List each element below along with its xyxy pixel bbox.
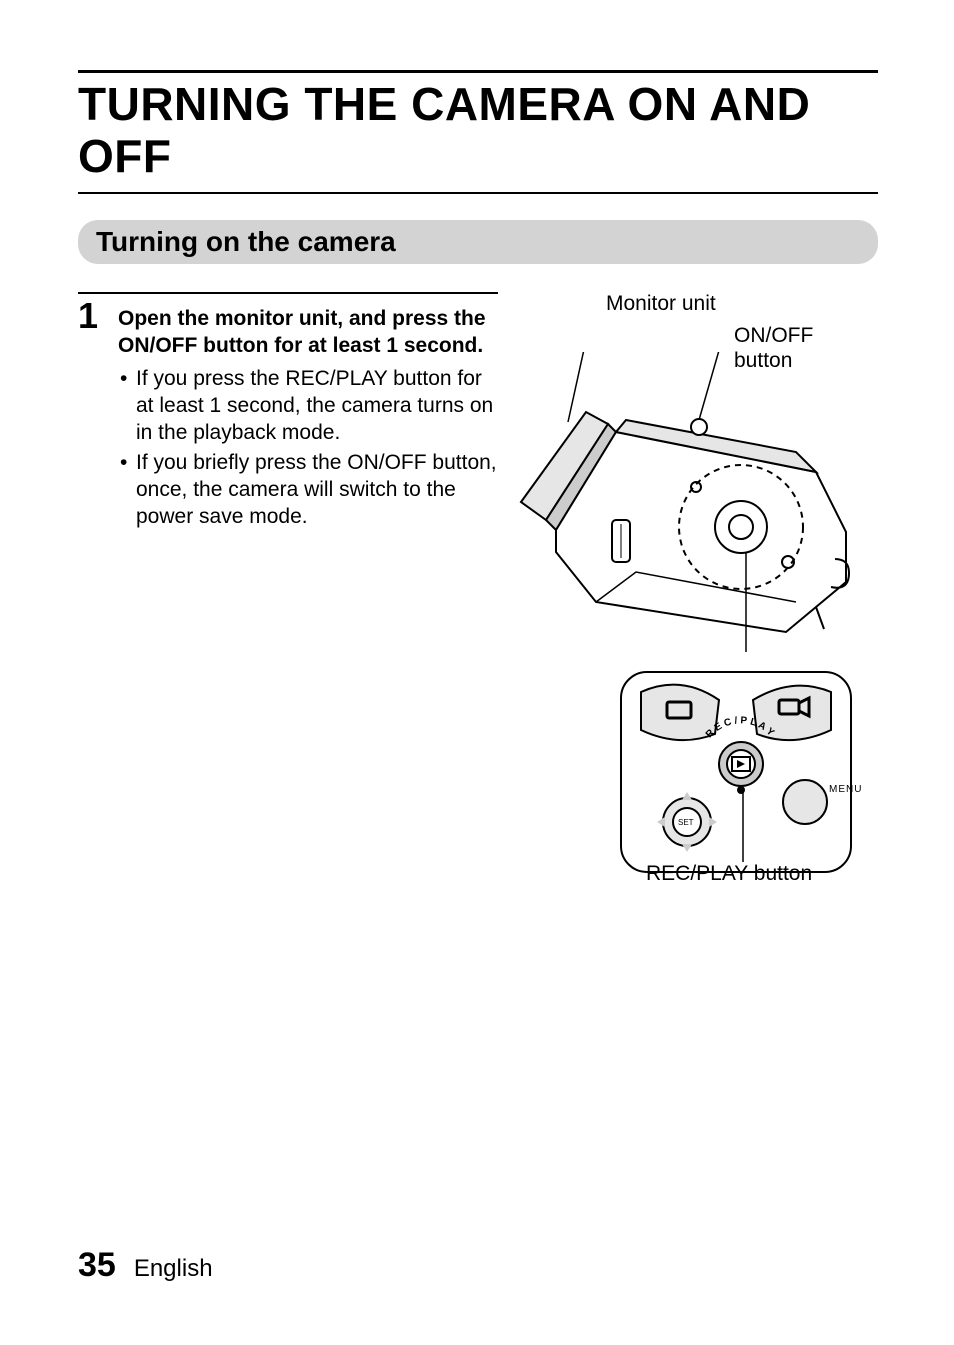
list-item: If you briefly press the ON/OFF button, …	[118, 450, 498, 531]
list-item: If you press the REC/PLAY button for at …	[118, 366, 498, 447]
section-heading: Turning on the camera	[78, 220, 878, 264]
step-block: 1 Open the monitor unit, and press the O…	[78, 298, 498, 531]
step-number: 1	[78, 298, 102, 531]
rule-top	[78, 70, 878, 73]
menu-button-shape	[783, 780, 827, 824]
control-pad-inset: R E C / P L A Y MENU	[621, 672, 862, 872]
callout-monitor-unit: Monitor unit	[606, 292, 716, 317]
page-title: TURNING THE CAMERA ON AND OFF	[78, 79, 878, 182]
step-rule	[78, 292, 498, 294]
page-number: 35	[78, 1246, 116, 1285]
step-body: Open the monitor unit, and press the ON/…	[118, 298, 498, 531]
step-bullets: If you press the REC/PLAY button for at …	[118, 366, 498, 531]
content-row: 1 Open the monitor unit, and press the O…	[78, 292, 878, 912]
set-label: SET	[678, 818, 694, 827]
onoff-button-shape	[691, 419, 707, 435]
diagram-column: Monitor unit ON/OFF button	[516, 292, 878, 912]
callout-recplay-button: REC/PLAY button	[646, 862, 812, 887]
page-footer: 35 English	[78, 1246, 213, 1285]
step-head: Open the monitor unit, and press the ON/…	[118, 306, 498, 360]
rule-mid	[78, 192, 878, 194]
camera-illustration: R E C / P L A Y MENU	[516, 352, 886, 892]
language-label: English	[134, 1255, 213, 1283]
callout-onoff-line1: ON/OFF	[734, 324, 813, 347]
text-column: 1 Open the monitor unit, and press the O…	[78, 292, 498, 912]
menu-label: MENU	[829, 784, 862, 795]
